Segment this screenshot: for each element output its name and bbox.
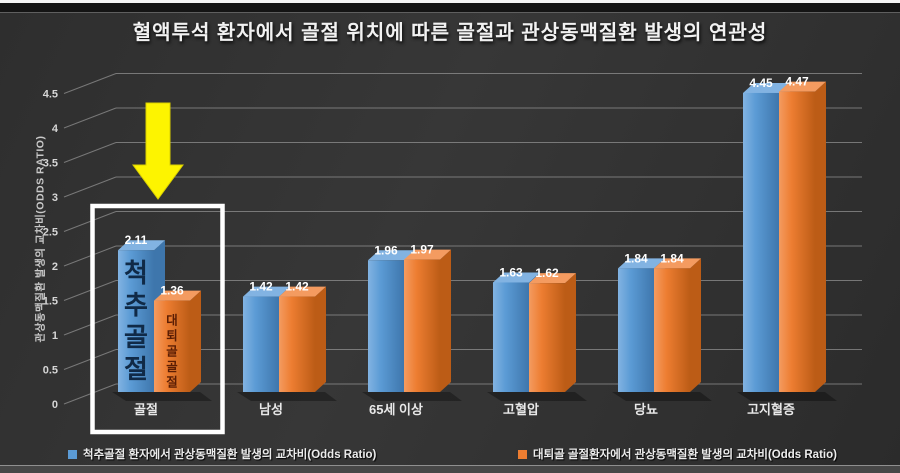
y-tick-label: 2 bbox=[52, 261, 58, 273]
bar-front-face bbox=[279, 296, 315, 392]
bar-front-face bbox=[779, 91, 815, 392]
legend-item-spine-fracture: 척추골절 환자에서 관상동맥질환 발생의 교차비(Odds Ratio) bbox=[68, 446, 376, 462]
legend-label: 척추골절 환자에서 관상동맥질환 발생의 교차비(Odds Ratio) bbox=[83, 449, 377, 461]
bar-front-face bbox=[743, 92, 779, 393]
bar-top-face bbox=[779, 81, 826, 92]
legend-swatch-orange-icon bbox=[518, 449, 527, 459]
in-bar-annotation-char: 척 bbox=[124, 258, 148, 288]
legend-swatch-blue-icon bbox=[68, 449, 77, 459]
bar-top-face bbox=[118, 240, 165, 251]
in-bar-annotation-char: 골 bbox=[166, 344, 178, 358]
gridline-depth-connector bbox=[63, 211, 117, 232]
bar-front-face bbox=[368, 260, 404, 392]
bar-top-face bbox=[529, 273, 576, 284]
highlight-box bbox=[90, 203, 225, 435]
bar-top-face bbox=[279, 286, 326, 297]
slide-top-shadow bbox=[0, 3, 900, 13]
legend-label: 대퇴골 골절환자에서 관상동맥질환 발생의 교차비(Odds Ratio) bbox=[533, 449, 837, 461]
bar-front-face bbox=[493, 282, 529, 392]
in-bar-annotation-char: 대 bbox=[166, 313, 177, 327]
bar-value-label: 4.47 bbox=[785, 75, 809, 89]
in-bar-annotation-char: 절 bbox=[124, 354, 148, 384]
bar-shadow bbox=[612, 392, 712, 401]
gridline-depth-connector bbox=[63, 349, 117, 370]
bar-value-label: 1.63 bbox=[499, 265, 523, 279]
bar-value-label: 2.11 bbox=[125, 233, 148, 247]
category-label: 남성 bbox=[259, 402, 283, 417]
category-label: 65세 이상 bbox=[369, 402, 423, 417]
y-tick-label: 1 bbox=[52, 330, 58, 342]
bar-side-face bbox=[815, 81, 826, 392]
bar-side-face bbox=[440, 249, 451, 392]
bar-top-face bbox=[618, 258, 665, 269]
y-tick-label: 3.5 bbox=[43, 158, 58, 170]
bar-top-face bbox=[404, 249, 451, 260]
legend-item-femur-fracture: 대퇴골 골절환자에서 관상동맥질환 발생의 교차비(Odds Ratio) bbox=[518, 446, 837, 462]
bar-shadow bbox=[487, 392, 587, 401]
bar-front-face bbox=[618, 268, 654, 392]
in-bar-annotation-char: 추 bbox=[124, 290, 148, 320]
bar-top-face bbox=[154, 290, 201, 301]
slide-bottom-band bbox=[0, 465, 900, 473]
bar-value-label: 1.84 bbox=[660, 251, 684, 265]
bar-value-label: 1.42 bbox=[285, 280, 309, 294]
y-tick-label: 0.5 bbox=[43, 365, 58, 377]
bar-value-label: 1.62 bbox=[535, 266, 559, 280]
bar-top-face bbox=[368, 250, 415, 261]
bar-value-label: 4.45 bbox=[749, 76, 773, 90]
slide-top-strip bbox=[0, 0, 900, 3]
gridline-depth-connector bbox=[63, 245, 117, 267]
chart-title: 혈액투석 환자에서 골절 위치에 따른 골절과 관상동맥질환 발생의 연관성 bbox=[132, 22, 768, 44]
bar-value-label: 1.84 bbox=[624, 251, 648, 265]
gridline-depth-connector bbox=[63, 383, 117, 405]
gridline-depth-connector bbox=[63, 176, 117, 198]
bar-side-face bbox=[690, 258, 701, 392]
gridline-depth-connector bbox=[63, 142, 117, 163]
bar-value-label: 1.42 bbox=[249, 280, 273, 294]
gridline-depth-connector bbox=[63, 73, 117, 94]
bar-value-label: 1.36 bbox=[160, 284, 184, 298]
category-label: 고지혈증 bbox=[747, 402, 795, 417]
bar-side-face bbox=[190, 290, 201, 392]
y-tick-label: 0 bbox=[52, 399, 58, 411]
y-tick-label: 3 bbox=[52, 192, 58, 204]
bar-front-face bbox=[529, 283, 565, 392]
y-tick-label: 1.5 bbox=[43, 296, 58, 308]
bar-value-label: 1.97 bbox=[410, 243, 434, 257]
bar-front-face bbox=[243, 296, 279, 392]
bar-shadow bbox=[737, 392, 837, 401]
bar-top-face bbox=[743, 82, 790, 93]
bar-front-face bbox=[404, 259, 440, 392]
bar-side-face bbox=[565, 273, 576, 392]
bar-shadow bbox=[362, 392, 462, 401]
bar-shadow bbox=[112, 392, 212, 401]
bar-front-face bbox=[154, 300, 190, 392]
bar-shadow bbox=[237, 392, 337, 401]
bar-top-face bbox=[243, 286, 290, 297]
in-bar-annotation-char: 퇴 bbox=[166, 328, 177, 343]
highlight-down-arrow-icon bbox=[132, 102, 184, 200]
in-bar-annotation-char: 골 bbox=[166, 360, 178, 374]
in-bar-annotation-char: 절 bbox=[166, 375, 177, 389]
in-bar-annotation-char: 골 bbox=[124, 322, 148, 352]
y-tick-label: 4 bbox=[52, 123, 59, 135]
y-tick-label: 4.5 bbox=[43, 89, 58, 101]
bar-value-label: 1.96 bbox=[374, 243, 398, 257]
bar-side-face bbox=[315, 286, 326, 392]
bar-front-face bbox=[118, 250, 154, 392]
bar-top-face bbox=[493, 272, 540, 283]
category-label: 골절 bbox=[134, 402, 158, 417]
bar-top-face bbox=[654, 258, 701, 269]
y-tick-label: 2.5 bbox=[43, 227, 58, 239]
gridline-depth-connector bbox=[63, 314, 117, 336]
gridline-depth-connector bbox=[63, 280, 117, 301]
bar-front-face bbox=[654, 268, 690, 392]
chart-legend: 척추골절 환자에서 관상동맥질환 발생의 교차비(Odds Ratio) 대퇴골… bbox=[0, 446, 900, 464]
category-label: 당뇨 bbox=[634, 402, 658, 417]
category-label: 고혈압 bbox=[503, 402, 539, 417]
gridline-depth-connector bbox=[63, 107, 117, 129]
